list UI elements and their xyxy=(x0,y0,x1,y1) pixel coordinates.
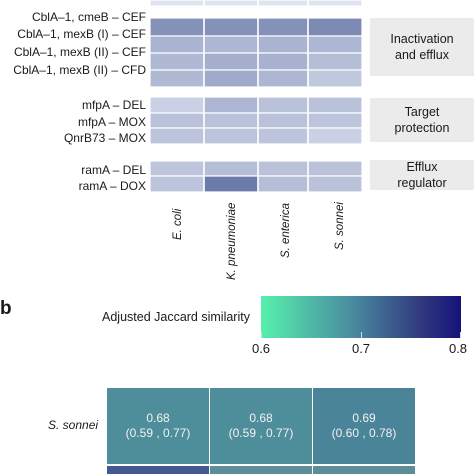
heatmap-a-cell xyxy=(257,35,309,54)
heatmap-a-cell xyxy=(203,52,259,71)
heatmap-b-cell-partial xyxy=(210,466,312,474)
column-label: S. enterica xyxy=(280,203,292,258)
heatmap-a-cell xyxy=(257,52,309,71)
cell-value: 0.68 xyxy=(146,411,170,425)
row-label: CblA–1, cmeB – CEF xyxy=(31,10,146,24)
category-efflux-regulator: Efflux regulator xyxy=(370,160,474,190)
colorbar-tick-label: 0.7 xyxy=(351,341,371,356)
heatmap-a-cell xyxy=(203,0,259,7)
heatmap-a-cell xyxy=(257,96,309,114)
heatmap-a-cell xyxy=(257,69,309,88)
heatmap-b-cell: 0.68 (0.59 , 0.77) xyxy=(210,388,312,464)
heatmap-a-cell xyxy=(257,112,309,129)
heatmap-a-cell xyxy=(307,96,363,114)
heatmap-a-cell xyxy=(257,175,309,193)
heatmap-a-cell xyxy=(203,160,259,177)
heatmap-a-cell xyxy=(203,17,259,37)
colorbar-tick xyxy=(261,332,262,338)
heatmap-b-cell: 0.68 (0.59 , 0.77) xyxy=(107,388,209,464)
cell-value: 0.69 xyxy=(352,411,376,425)
heatmap-a-cell xyxy=(203,127,259,145)
heatmap-a xyxy=(149,0,363,193)
heatmap-a-cell xyxy=(203,96,259,114)
row-label: mfpA – DEL xyxy=(81,98,146,112)
colorbar-tick-label: 0.6 xyxy=(251,341,271,356)
heatmap-a-cell xyxy=(149,175,205,193)
row-label: CblA–1, mexB (II) – CFD xyxy=(13,63,146,77)
cell-value: 0.68 xyxy=(249,411,273,425)
heatmap-a-cell xyxy=(203,35,259,54)
colorbar-tick xyxy=(361,332,362,338)
row-label: mfpA – MOX xyxy=(77,115,146,129)
heatmap-a-cell xyxy=(257,127,309,145)
cell-ci: (0.60 , 0.78) xyxy=(331,426,397,440)
heatmap-b-cell-partial xyxy=(107,466,209,474)
row-label: CblA–1, mexB (II) – CEF xyxy=(13,45,146,59)
colorbar xyxy=(261,296,461,338)
row-label-b: S. sonnei xyxy=(48,418,99,432)
heatmap-a-cell xyxy=(307,35,363,54)
heatmap-a-cell xyxy=(307,17,363,37)
heatmap-a-cell xyxy=(257,17,309,37)
column-label: K. pneumoniae xyxy=(226,202,238,280)
heatmap-a-cell xyxy=(149,96,205,114)
heatmap-a-cell xyxy=(149,35,205,54)
heatmap-a-cell xyxy=(257,160,309,177)
heatmap-a-cell xyxy=(149,69,205,88)
row-label: ramA – DOX xyxy=(78,179,146,193)
category-inactivation-efflux: Inactivation and efflux xyxy=(370,18,474,76)
heatmap-a-cell xyxy=(203,112,259,129)
heatmap-a-cell xyxy=(149,160,205,177)
heatmap-b-cell-partial xyxy=(313,466,415,474)
row-label: CblA–1, mexB (I) – CEF xyxy=(17,27,146,41)
colorbar-tick-label: 0.8 xyxy=(448,341,468,356)
heatmap-a-cell xyxy=(149,17,205,37)
column-label: E. coli xyxy=(172,208,184,240)
heatmap-a-cell xyxy=(257,0,309,7)
heatmap-a-cell xyxy=(307,69,363,88)
heatmap-b-cell: 0.69 (0.60 , 0.78) xyxy=(313,388,415,464)
colorbar-tick xyxy=(460,332,461,338)
heatmap-a-cell xyxy=(307,160,363,177)
heatmap-a-cell xyxy=(149,52,205,71)
cell-ci: (0.59 , 0.77) xyxy=(228,426,294,440)
column-label: S. sonnei xyxy=(334,202,346,250)
heatmap-a-cell xyxy=(203,69,259,88)
panel-label: b xyxy=(0,298,12,319)
row-label: ramA – DEL xyxy=(81,163,146,177)
heatmap-a-cell xyxy=(149,127,205,145)
colorbar-title: Adjusted Jaccard similarity xyxy=(102,310,250,324)
heatmap-a-cell xyxy=(307,52,363,71)
heatmap-a-cell xyxy=(203,175,259,193)
category-target-protection: Target protection xyxy=(370,98,474,142)
heatmap-a-cell xyxy=(149,112,205,129)
cell-ci: (0.59 , 0.77) xyxy=(125,426,191,440)
row-label: QnrB73 – MOX xyxy=(63,131,146,145)
heatmap-a-cell xyxy=(307,175,363,193)
heatmap-a-cell xyxy=(307,0,363,7)
heatmap-a-cell xyxy=(307,112,363,129)
heatmap-a-cell xyxy=(149,0,205,7)
heatmap-a-cell xyxy=(307,127,363,145)
